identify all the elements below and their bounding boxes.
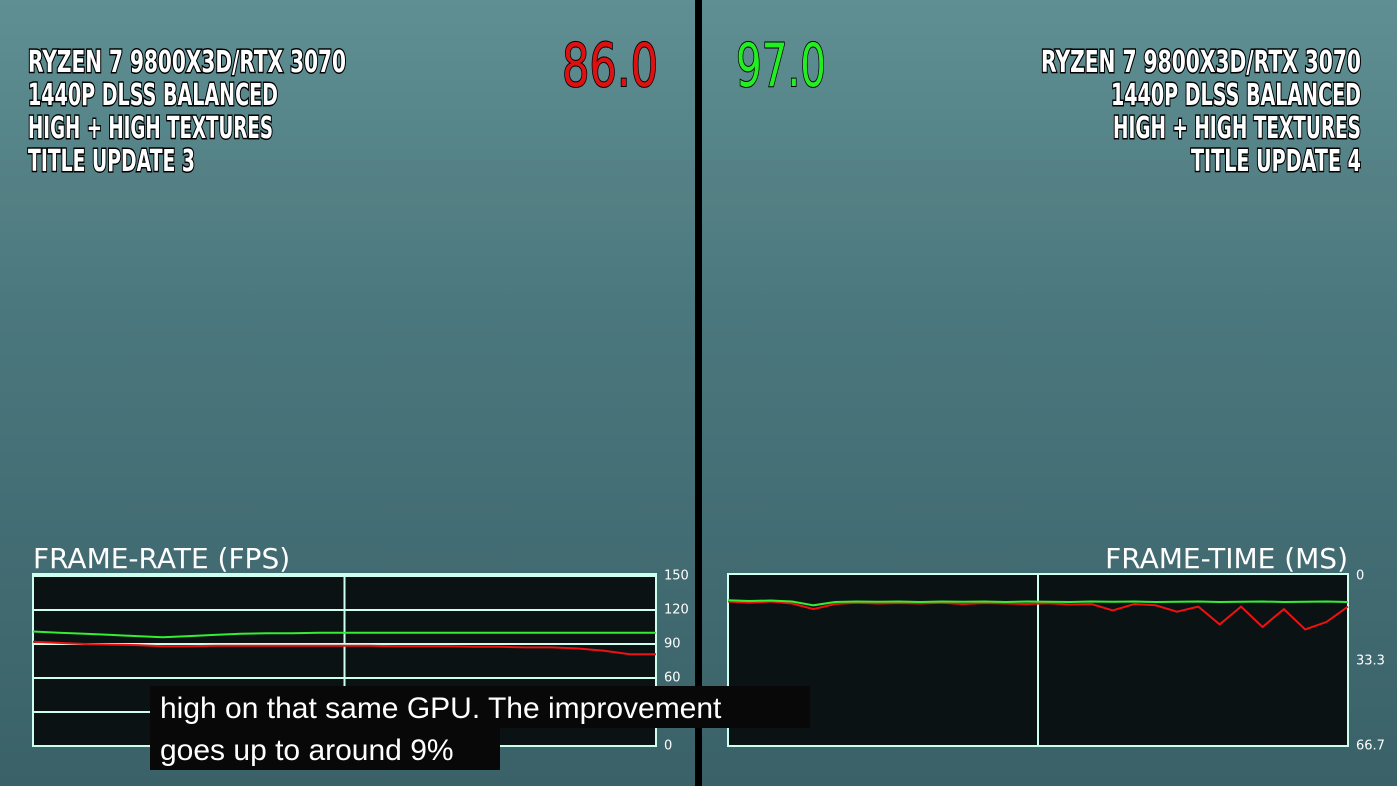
series-line — [727, 599, 1349, 607]
y-tick-label: 33.3 — [1356, 653, 1385, 668]
right-label: HIGH + HIGH TEXTURES — [1113, 111, 1361, 146]
right-label: TITLE UPDATE 4 — [1191, 144, 1361, 179]
subtitle-box — [150, 686, 810, 728]
right-fps: 97.0 — [736, 31, 826, 101]
divider — [695, 0, 702, 786]
subtitle-line: high on that same GPU. The improvement — [160, 692, 722, 725]
series-line — [32, 630, 656, 639]
y-tick-label: 150 — [664, 569, 689, 584]
y-tick-label: 60 — [664, 671, 681, 686]
left-label: 1440P DLSS BALANCED — [28, 78, 278, 113]
series-line — [32, 640, 656, 656]
subtitle-line: goes up to around 9% — [160, 734, 454, 767]
subtitle-box — [150, 728, 500, 770]
subtitle: high on that same GPU. The improvement g… — [150, 686, 810, 770]
chart-title: FRAME-RATE (FPS) — [33, 542, 290, 575]
series-line — [727, 600, 1349, 631]
y-tick-label: 90 — [664, 637, 681, 652]
charts: FRAME-RATE (FPS)0306090120150FRAME-TIME … — [32, 542, 1385, 754]
left-fps: 86.0 — [562, 31, 658, 101]
y-tick-label: 66.7 — [1356, 739, 1385, 754]
left-label: HIGH + HIGH TEXTURES — [28, 111, 273, 146]
right-label: 1440P DLSS BALANCED — [1111, 78, 1361, 113]
y-tick-label: 120 — [664, 603, 689, 618]
left-label: TITLE UPDATE 3 — [28, 144, 195, 179]
y-tick-label: 0 — [1356, 569, 1364, 584]
right-label: RYZEN 7 9800X3D/RTX 3070 — [1041, 45, 1361, 80]
y-tick-label: 0 — [664, 739, 672, 754]
chart-title: FRAME-TIME (MS) — [1105, 542, 1348, 575]
left-label: RYZEN 7 9800X3D/RTX 3070 — [28, 45, 346, 80]
